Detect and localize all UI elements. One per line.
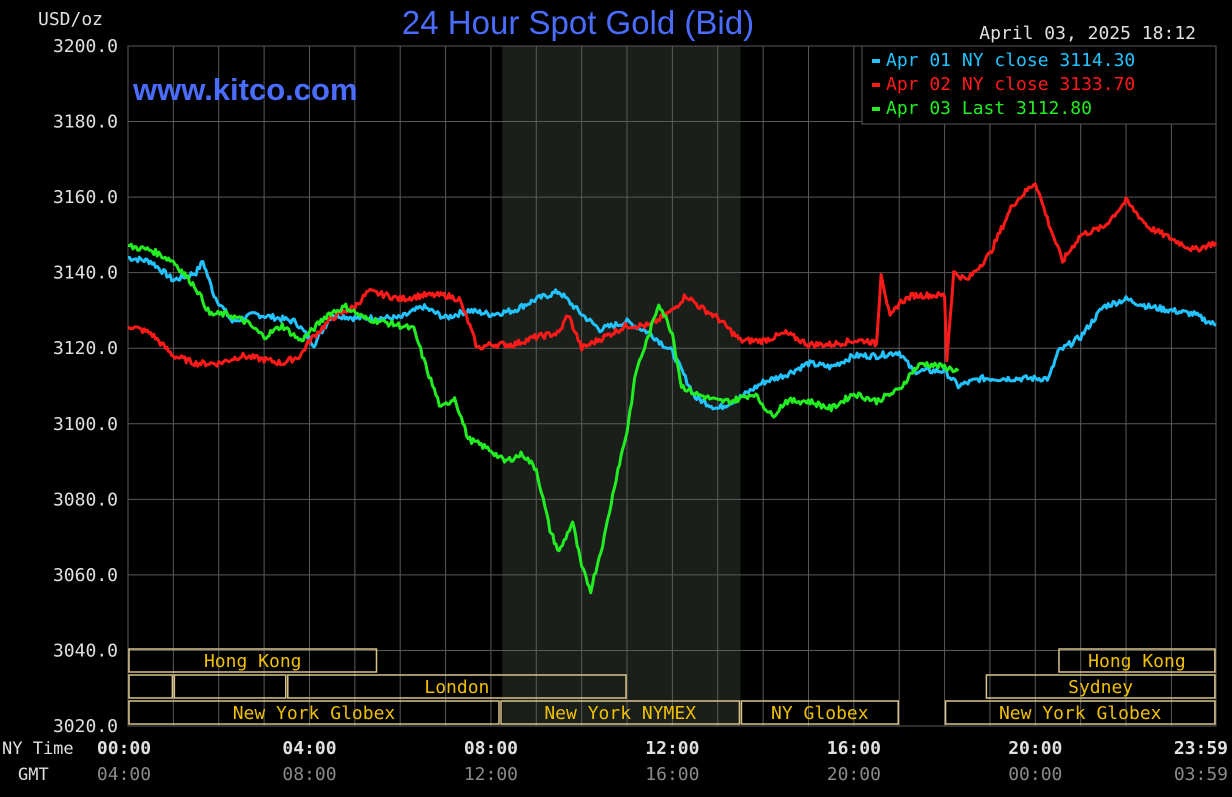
series-line-2 xyxy=(127,182,1218,368)
timestamp: April 03, 2025 18:12 xyxy=(979,23,1196,44)
shaded-region-layer xyxy=(502,46,741,726)
session-bars-layer: Hong Kong London New York Globex New York N… xyxy=(128,648,1216,725)
x-tick-label-gmt: 08:00 xyxy=(282,764,336,785)
session-bar xyxy=(173,674,287,699)
session-label: New York Globex xyxy=(999,703,1162,724)
legend-swatch xyxy=(872,107,880,111)
session-label: New York NYMEX xyxy=(544,703,696,724)
y-tick-label: 3080.0 xyxy=(53,489,118,510)
y-tick-label: 3060.0 xyxy=(53,565,118,586)
nymex-shaded-region xyxy=(502,46,741,726)
session-label: NY Globex xyxy=(771,703,869,724)
y-tick-label: 3180.0 xyxy=(53,112,118,133)
x-axis-row-label-ny: NY Time xyxy=(2,739,74,759)
y-tick-label: 3140.0 xyxy=(53,263,118,284)
session-label: New York Globex xyxy=(233,703,396,724)
legend-entry: Apr 03 Last 3112.80 xyxy=(886,98,1092,119)
chart-title: 24 Hour Spot Gold (Bid) xyxy=(402,4,754,41)
x-tick-label-ny: 16:00 xyxy=(827,738,881,759)
legend-box xyxy=(861,45,1217,125)
legend-entry: Apr 01 NY close 3114.30 xyxy=(886,50,1135,71)
legend: Apr 01 NY close 3114.30 Apr 02 NY close 3… xyxy=(861,45,1217,125)
session-bar xyxy=(128,674,174,699)
x-tick-label-gmt: 12:00 xyxy=(464,764,518,785)
legend-entry: Apr 02 NY close 3133.70 xyxy=(886,74,1135,95)
x-tick-label-gmt: 20:00 xyxy=(827,764,881,785)
x-tick-label-ny: 12:00 xyxy=(645,738,699,759)
series-line-3 xyxy=(127,242,960,595)
grid-layer xyxy=(127,45,1217,727)
y-tick-label: 3020.0 xyxy=(53,716,118,737)
x-tick-label-gmt: 00:00 xyxy=(1008,764,1062,785)
x-tick-label-ny: 20:00 xyxy=(1008,738,1062,759)
series-layer xyxy=(127,182,1218,595)
plot-frame xyxy=(127,45,1217,727)
x-tick-label-ny: 23:59 xyxy=(1174,738,1228,759)
session-bar xyxy=(500,700,741,725)
session-bar xyxy=(985,674,1216,699)
x-tick-label-ny: 00:00 xyxy=(97,738,151,759)
session-label: Hong Kong xyxy=(204,651,302,672)
legend-swatch xyxy=(872,59,880,63)
session-bar xyxy=(944,700,1216,725)
session-bar xyxy=(740,700,899,725)
y-tick-label: 3100.0 xyxy=(53,414,118,435)
x-tick-label-ny: 08:00 xyxy=(464,738,518,759)
y-axis-unit-label: USD/oz xyxy=(38,9,103,30)
session-label: Sydney xyxy=(1068,677,1133,698)
watermark-link[interactable]: www.kitco.com xyxy=(132,72,358,107)
x-tick-label-gmt: 03:59 xyxy=(1174,764,1228,785)
y-tick-label: 3200.0 xyxy=(53,36,118,57)
session-bar xyxy=(287,674,627,699)
x-tick-label-gmt: 16:00 xyxy=(645,764,699,785)
session-label: London xyxy=(424,677,489,698)
x-tick-label-ny: 04:00 xyxy=(282,738,336,759)
y-tick-label: 3040.0 xyxy=(53,640,118,661)
session-bar xyxy=(128,700,500,725)
session-label: Hong Kong xyxy=(1088,651,1186,672)
legend-swatch xyxy=(872,83,880,87)
session-bar xyxy=(128,648,378,673)
x-axis-row-label-gmt: GMT xyxy=(18,765,49,785)
x-tick-label-gmt: 04:00 xyxy=(97,764,151,785)
axis-labels-layer: 3200.0 3180.0 3160.0 3140.0 3120.0 3100.0 3080… xyxy=(2,36,1228,785)
session-bar xyxy=(1058,648,1216,673)
y-tick-label: 3120.0 xyxy=(53,338,118,359)
y-tick-label: 3160.0 xyxy=(53,187,118,208)
